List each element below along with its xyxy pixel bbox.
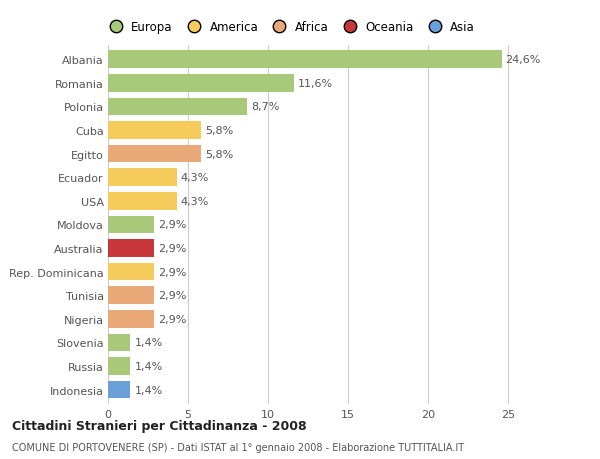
Text: 5,8%: 5,8% — [205, 149, 233, 159]
Text: 11,6%: 11,6% — [298, 78, 333, 89]
Text: 4,3%: 4,3% — [181, 196, 209, 207]
Text: 1,4%: 1,4% — [134, 338, 163, 347]
Text: Cittadini Stranieri per Cittadinanza - 2008: Cittadini Stranieri per Cittadinanza - 2… — [12, 419, 307, 432]
Text: 24,6%: 24,6% — [506, 55, 541, 65]
Text: 2,9%: 2,9% — [158, 267, 187, 277]
Text: 2,9%: 2,9% — [158, 220, 187, 230]
Bar — [108, 122, 201, 140]
Bar — [108, 169, 177, 187]
Text: 8,7%: 8,7% — [251, 102, 280, 112]
Text: 1,4%: 1,4% — [134, 361, 163, 371]
Bar — [108, 334, 130, 352]
Text: 2,9%: 2,9% — [158, 243, 187, 253]
Text: 2,9%: 2,9% — [158, 291, 187, 301]
Text: 2,9%: 2,9% — [158, 314, 187, 324]
Legend: Europa, America, Africa, Oceania, Asia: Europa, America, Africa, Oceania, Asia — [102, 19, 477, 36]
Bar — [108, 287, 154, 304]
Bar — [108, 358, 130, 375]
Text: COMUNE DI PORTOVENERE (SP) - Dati ISTAT al 1° gennaio 2008 - Elaborazione TUTTIT: COMUNE DI PORTOVENERE (SP) - Dati ISTAT … — [12, 442, 464, 452]
Bar — [108, 263, 154, 281]
Bar — [108, 240, 154, 257]
Bar — [108, 146, 201, 163]
Bar — [108, 216, 154, 234]
Text: 4,3%: 4,3% — [181, 173, 209, 183]
Bar — [108, 51, 502, 69]
Text: 5,8%: 5,8% — [205, 126, 233, 136]
Bar — [108, 98, 247, 116]
Bar — [108, 75, 293, 92]
Bar — [108, 310, 154, 328]
Text: 1,4%: 1,4% — [134, 385, 163, 395]
Bar — [108, 192, 177, 210]
Bar — [108, 381, 130, 398]
